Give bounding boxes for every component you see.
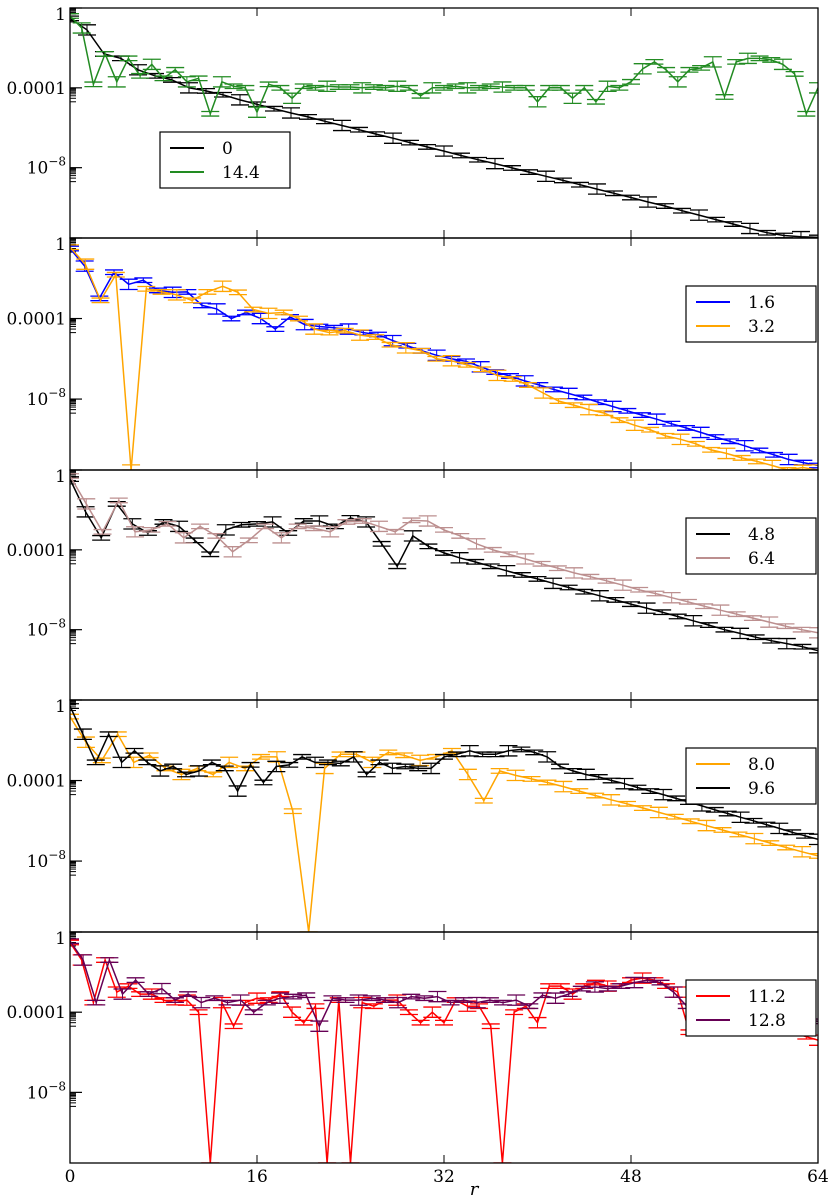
legend-label-4.8: 4.8	[748, 525, 775, 545]
legend: 014.4	[159, 131, 291, 189]
panel-frame	[69, 931, 819, 1164]
x-axis-title: r	[470, 1179, 480, 1200]
y-tick-label-base: 10	[27, 390, 49, 410]
y-tick-label: 0.0001	[7, 541, 66, 561]
y-tick-label-base: 10	[27, 852, 49, 872]
x-tick-label: 48	[620, 1167, 642, 1187]
legend-label-3.2: 3.2	[748, 317, 775, 337]
x-tick-label: 0	[65, 1167, 76, 1187]
legend-box	[685, 517, 817, 575]
series-6.4	[70, 473, 818, 639]
panel-frame	[69, 699, 819, 933]
y-tick-label-base: 10	[27, 159, 49, 179]
legend-box	[685, 285, 817, 343]
y-tick-label-exponent: −8	[48, 617, 66, 631]
series-8.0	[70, 713, 818, 932]
y-tick-label: 1	[55, 929, 66, 949]
series-11.2	[70, 939, 818, 1163]
legend-label-6.4: 6.4	[748, 549, 775, 569]
x-tick-label: 16	[246, 1167, 268, 1187]
panel-frame	[69, 7, 819, 239]
legend-label-12.8: 12.8	[748, 1011, 786, 1031]
y-tick-label: 10−8	[27, 386, 66, 410]
x-tick-label: 32	[433, 1167, 455, 1187]
series-14.4	[70, 13, 818, 118]
y-tick-label-exponent: −8	[48, 1079, 66, 1093]
x-tick-label: 64	[807, 1167, 829, 1187]
legend-label-14.4: 14.4	[222, 163, 260, 183]
series-1.6	[70, 245, 818, 469]
series-4.8	[70, 476, 818, 654]
y-tick-label: 10−8	[27, 848, 66, 872]
legend: 4.86.4	[685, 517, 817, 575]
y-tick-label: 10−8	[27, 617, 66, 641]
y-tick-label-exponent: −8	[48, 848, 66, 862]
y-tick-label: 1	[55, 467, 66, 487]
y-tick-label: 0.0001	[7, 772, 66, 792]
y-tick-label-exponent: −8	[48, 386, 66, 400]
y-tick-label: 0.0001	[7, 310, 66, 330]
series-line-14.4	[70, 15, 818, 117]
legend-label-11.2: 11.2	[748, 987, 786, 1007]
legend: 8.09.6	[685, 747, 817, 805]
legend: 11.2 12.8	[685, 979, 817, 1037]
legend-box	[159, 131, 291, 189]
panel-5: 1 0.0001 10−8 11.2 12.8	[7, 929, 819, 1164]
legend: 1.63.2	[685, 285, 817, 343]
y-tick-label: 10−8	[27, 1079, 66, 1103]
series-line-11.2	[70, 942, 818, 1163]
y-tick-label: 1	[55, 697, 66, 717]
legend-label-1.6: 1.6	[748, 293, 775, 313]
legend-label-8.0: 8.0	[748, 755, 775, 775]
y-tick-label-base: 10	[27, 1083, 49, 1103]
y-tick-label: 1	[55, 235, 66, 255]
panel-frame	[69, 237, 819, 471]
legend-label-9.6: 9.6	[748, 779, 775, 799]
series-0	[70, 15, 818, 238]
legend-box	[685, 747, 817, 805]
y-tick-label-exponent: −8	[48, 155, 66, 169]
y-tick-label: 10−8	[27, 155, 66, 179]
panel-frame	[69, 469, 819, 701]
y-tick-label: 1	[55, 5, 66, 25]
y-tick-label: 0.0001	[7, 79, 66, 99]
y-tick-label-base: 10	[27, 621, 49, 641]
series-line-8.0	[70, 716, 818, 932]
series-line-0	[70, 17, 818, 238]
y-tick-label: 0.0001	[7, 1003, 66, 1023]
legend-label-0: 0	[222, 139, 233, 159]
legend-box	[685, 979, 817, 1037]
